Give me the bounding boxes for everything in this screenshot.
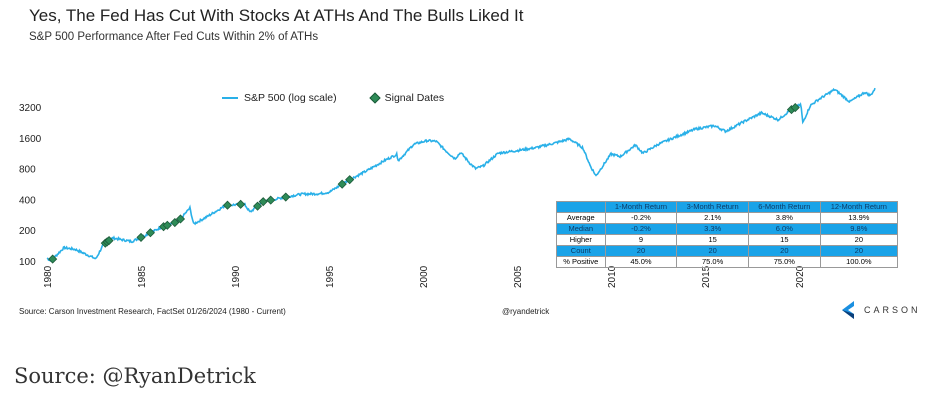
table-cell: 2.1% [676,212,749,224]
table-cell: 15 [747,234,821,246]
table-cell: 15 [676,234,749,246]
x-tick-label: 2005 [513,265,524,288]
table-cell: 12-Month Return [819,201,899,213]
table-header-row: 1-Month Return 3-Month Return 6-Month Retu… [556,201,899,213]
table-cell: 20 [819,245,899,257]
signal-date-marker [345,175,355,185]
x-tick-label: 1985 [137,265,148,288]
signal-date-marker [175,214,186,224]
x-tick-label: 1995 [325,265,336,288]
x-tick-label: 2000 [419,265,430,288]
source-note: Source: Carson Investment Research, Fact… [19,307,286,316]
chart-title: Yes, The Fed Has Cut With Stocks At ATHs… [29,6,524,25]
table-cell [556,201,606,213]
table-row: Median -0.2% 3.3% 6.0% 9.8% [556,223,899,235]
table-cell: Higher [556,234,606,246]
signal-date-marker [252,201,263,211]
legend: S&P 500 (log scale) Signal Dates [222,92,444,104]
y-tick-label: 100 [19,257,36,268]
x-tick-label: 1990 [231,265,242,288]
signal-date-marker [266,195,276,205]
table-cell: 20 [676,245,749,257]
table-cell: 3.3% [676,223,749,235]
signal-date-marker [104,235,114,246]
signal-date-marker [790,103,800,113]
table-cell: 9.8% [819,223,899,235]
signal-date-marker [258,197,268,207]
table-cell: 20 [747,245,821,257]
legend-line-swatch [222,97,238,99]
table-cell: -0.2% [604,223,678,235]
x-tick-label: 1980 [43,265,54,288]
table-cell: 6-Month Return [747,201,821,213]
signal-date-marker [281,192,291,202]
table-cell: 13.9% [819,212,899,224]
signal-date-marker [222,200,233,210]
sp500-line [46,87,876,263]
y-tick-label: 200 [19,226,36,237]
x-tick-label: 2020 [795,265,806,288]
table-cell: 1-Month Return [604,201,678,213]
signal-date-marker [48,254,58,264]
signal-date-marker [145,228,155,238]
table-row: % Positive 45.0% 75.0% 75.0% 100.0% [556,256,899,268]
y-tick-label: 1600 [19,134,42,145]
table-cell: 75.0% [747,256,821,268]
chart-plot: 100 200 400 800 1600 3200 1980 1985 1990 1995 2000… [19,87,876,288]
legend-markers-label: Signal Dates [384,92,445,104]
twitter-handle: @ryandetrick [502,307,550,316]
stats-table: 1-Month Return 3-Month Return 6-Month Retu… [556,201,899,268]
table-cell: 3.8% [747,212,821,224]
table-row: Count 20 20 20 20 [556,245,899,257]
x-tick-label: 2010 [607,265,618,288]
chart-subtitle: S&P 500 Performance After Fed Cuts Withi… [29,31,319,43]
table-cell: 75.0% [676,256,749,268]
signal-date-marker [170,217,180,228]
carson-chevron-icon [842,301,854,319]
table-cell: % Positive [556,256,606,268]
table-cell: 45.0% [604,256,678,268]
signal-date-marker [162,220,172,230]
table-cell: 9 [604,234,678,246]
signal-date-marker [337,179,347,189]
table-row: Higher 9 15 15 20 [556,234,899,246]
y-tick-label: 800 [19,165,36,176]
y-tick-label: 400 [19,195,36,206]
x-tick-label: 2015 [701,265,712,288]
table-cell: Median [556,223,606,235]
signal-date-marker [236,199,246,209]
image-credit: Source: @RyanDetrick [14,364,256,388]
table-cell: 20 [604,245,678,257]
table-cell: 100.0% [819,256,899,268]
table-cell: 6.0% [747,223,821,235]
table-cell: Count [556,245,606,257]
table-cell: 3-Month Return [676,201,749,213]
table-row: Average -0.2% 2.1% 3.8% 13.9% [556,212,899,224]
carson-logo: CARSON [840,300,921,320]
table-cell: 20 [819,234,899,246]
table-cell: Average [556,212,606,224]
y-tick-label: 3200 [19,103,42,114]
signal-date-marker [136,232,146,242]
logo-text: CARSON [864,305,921,315]
legend-series-label: S&P 500 (log scale) [244,92,337,104]
table-cell: -0.2% [604,212,678,224]
